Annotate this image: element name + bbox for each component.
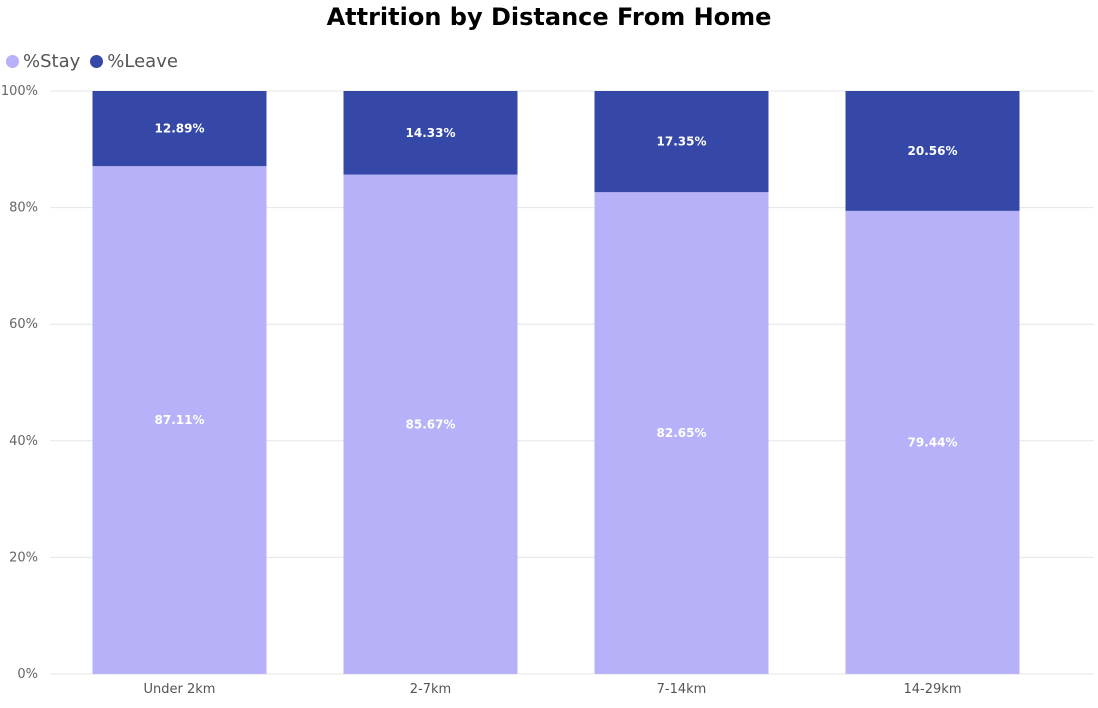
data-label: 87.11% (155, 413, 205, 427)
y-tick-label: 20% (9, 550, 38, 565)
legend-item-leave[interactable]: %Leave (90, 51, 178, 72)
bar-leave (845, 91, 1020, 211)
x-tick-label: 2-7km (410, 682, 451, 697)
bar-stay (343, 174, 518, 675)
bar-stay (845, 210, 1020, 674)
y-tick-label: 0% (17, 667, 38, 682)
y-tick-label: 100% (1, 84, 38, 99)
data-label: 14.33% (406, 126, 456, 140)
data-label: 82.65% (657, 426, 707, 440)
legend-label-leave: %Leave (107, 50, 178, 72)
data-label: 85.67% (406, 417, 456, 431)
data-label: 17.35% (657, 135, 707, 149)
bar-stay (92, 166, 267, 675)
legend-label-stay: %Stay (23, 50, 81, 72)
x-tick-label: 7-14km (657, 682, 707, 697)
data-label: 20.56% (908, 144, 958, 158)
legend-item-stay[interactable]: %Stay (6, 51, 80, 72)
x-tick-label: 14-29km (904, 682, 962, 697)
bar-leave (92, 91, 267, 167)
legend: %Stay %Leave (6, 49, 188, 73)
data-label: 12.89% (155, 122, 205, 136)
y-tick-label: 60% (9, 317, 38, 332)
bar-leave (343, 91, 518, 175)
bar-stay (594, 192, 769, 674)
data-label: 79.44% (908, 435, 958, 449)
x-tick-label: Under 2km (144, 682, 216, 697)
bar-leave (594, 91, 769, 193)
legend-marker-leave (90, 54, 104, 68)
legend-marker-stay (6, 54, 19, 68)
chart-title: Attrition by Distance From Home (326, 3, 772, 31)
y-tick-label: 80% (9, 201, 38, 216)
y-tick-label: 40% (9, 434, 38, 449)
